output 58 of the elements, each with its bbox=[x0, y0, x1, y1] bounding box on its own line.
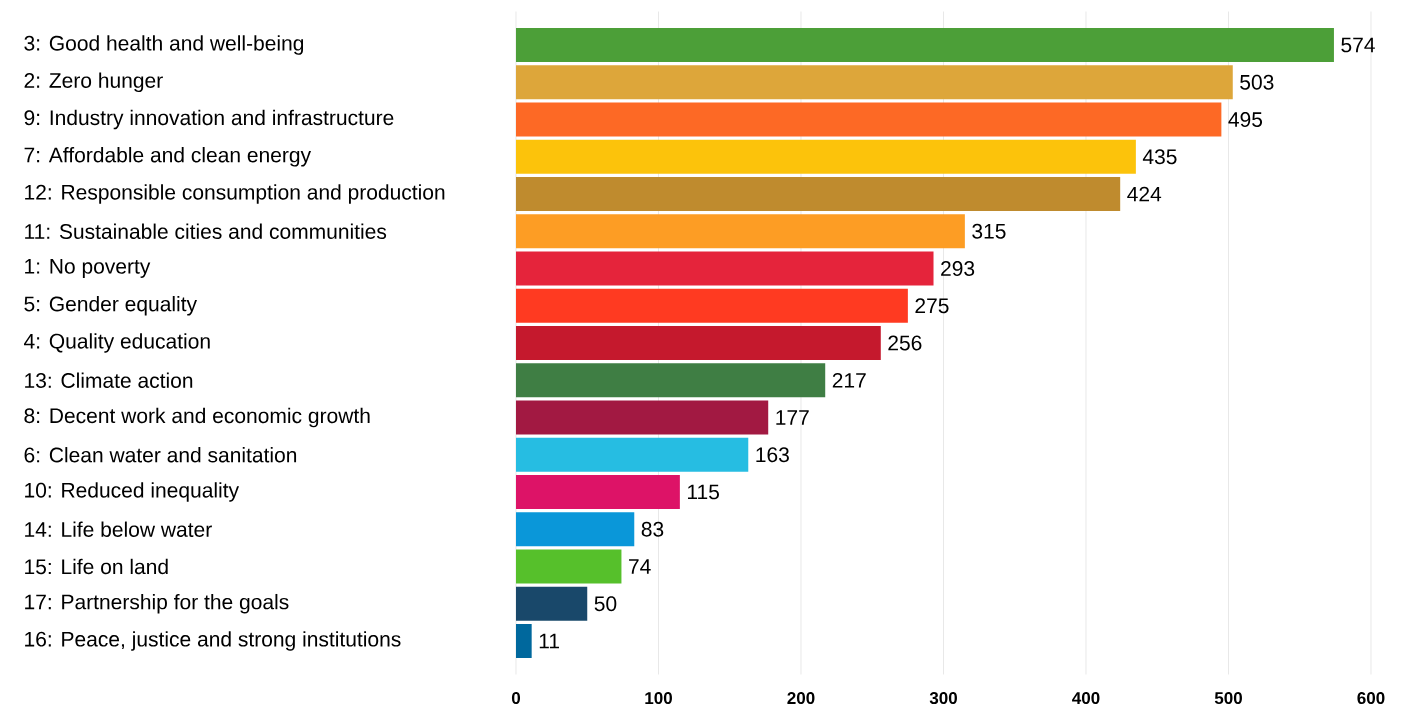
y-tick-label: 12: Responsible consumption and production bbox=[25, 184, 445, 204]
bar bbox=[515, 549, 622, 584]
x-tick-label: 400 bbox=[1072, 692, 1100, 705]
y-tick-label: 2: Zero hunger bbox=[24, 72, 163, 93]
data-label: 503 bbox=[1240, 74, 1274, 90]
x-tick-label: 200 bbox=[787, 692, 815, 705]
bar bbox=[515, 437, 749, 472]
data-label: 50 bbox=[594, 596, 617, 612]
y-tick-label: 8: Decent work and economic growth bbox=[24, 407, 370, 428]
x-tick-label: 600 bbox=[1357, 692, 1385, 705]
x-tick-label: 0 bbox=[511, 692, 521, 705]
bar bbox=[515, 326, 881, 361]
data-label: 275 bbox=[915, 298, 949, 314]
bar bbox=[515, 102, 1222, 137]
bar bbox=[515, 251, 934, 286]
y-tick-label: 15: Life on land bbox=[25, 558, 168, 575]
x-tick-label: 300 bbox=[929, 692, 957, 705]
x-tick-label: 100 bbox=[645, 692, 672, 705]
y-tick-label: 4: Quality education bbox=[24, 333, 210, 353]
y-tick-label: 7: Affordable and clean energy bbox=[24, 146, 312, 167]
data-label: 177 bbox=[776, 410, 809, 425]
y-tick-label: 13: Climate action bbox=[25, 372, 193, 388]
data-label: 11 bbox=[539, 633, 559, 649]
bar bbox=[515, 177, 1121, 212]
bar bbox=[515, 400, 769, 435]
bar bbox=[515, 65, 1233, 100]
bar bbox=[515, 28, 1334, 63]
y-tick-label: 10: Reduced inequality bbox=[25, 482, 240, 502]
bar bbox=[515, 139, 1136, 174]
data-label: 495 bbox=[1228, 112, 1263, 127]
data-label: 424 bbox=[1127, 186, 1162, 202]
data-label: 163 bbox=[756, 447, 789, 463]
data-label: 293 bbox=[941, 261, 975, 276]
data-label: 115 bbox=[688, 484, 719, 500]
data-label: 83 bbox=[641, 521, 664, 537]
y-tick-label: 11: Sustainable cities and communities bbox=[25, 223, 387, 239]
y-tick-label: 17: Partnership for the goals bbox=[25, 593, 289, 614]
bar bbox=[515, 363, 826, 398]
y-tick-label: 6: Clean water and sanitation bbox=[24, 447, 297, 463]
data-label: 256 bbox=[888, 335, 922, 351]
data-label: 74 bbox=[629, 559, 651, 574]
data-label: 217 bbox=[832, 372, 866, 388]
y-tick-label: 9: Industry innovation and infrastructure bbox=[24, 109, 394, 130]
y-tick-label: 16: Peace, justice and strong institutions bbox=[25, 631, 401, 651]
y-tick-label: 3: Good health and well-being bbox=[24, 35, 304, 55]
y-tick-label: 5: Gender equality bbox=[24, 295, 198, 316]
x-tick-label: 500 bbox=[1214, 692, 1242, 705]
data-label: 315 bbox=[972, 223, 1006, 239]
bar bbox=[515, 288, 908, 323]
y-tick-label: 1: No poverty bbox=[25, 259, 151, 278]
data-label: 574 bbox=[1341, 37, 1375, 53]
bar bbox=[515, 512, 635, 547]
bar bbox=[515, 475, 680, 509]
bar bbox=[515, 623, 532, 658]
bar bbox=[515, 586, 588, 621]
data-label: 435 bbox=[1142, 149, 1177, 165]
bar bbox=[515, 214, 965, 249]
y-tick-label: 14: Life below water bbox=[25, 521, 212, 537]
